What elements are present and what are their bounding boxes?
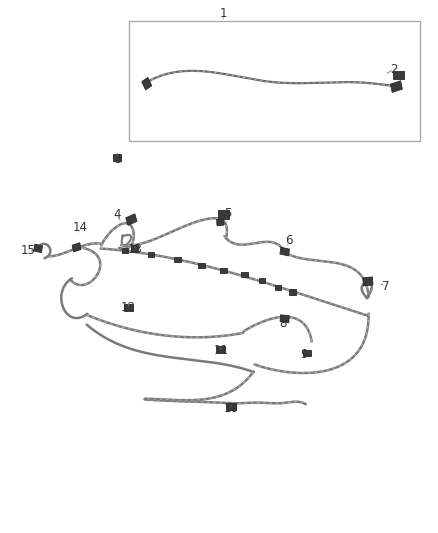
Bar <box>258 278 265 283</box>
Text: 13: 13 <box>127 243 142 256</box>
Text: 4: 4 <box>113 208 121 221</box>
Bar <box>131 245 138 252</box>
Bar <box>303 350 311 356</box>
Text: 1: 1 <box>219 7 227 20</box>
Text: 8: 8 <box>279 317 286 330</box>
Text: 10: 10 <box>223 402 238 415</box>
Bar <box>198 263 205 268</box>
Text: 11: 11 <box>213 344 228 357</box>
Bar <box>142 77 152 90</box>
Bar <box>280 247 290 256</box>
Bar <box>390 81 403 92</box>
Bar <box>126 214 137 225</box>
Bar <box>220 268 227 273</box>
Text: 14: 14 <box>73 221 88 234</box>
Bar <box>216 346 225 353</box>
Bar <box>275 285 281 290</box>
Text: 6: 6 <box>285 235 293 247</box>
Bar <box>113 154 121 161</box>
Bar <box>218 210 229 219</box>
Bar <box>290 289 296 295</box>
Bar <box>121 248 128 253</box>
Bar <box>124 304 133 311</box>
Bar <box>226 403 236 410</box>
Bar <box>174 257 180 262</box>
Text: 5: 5 <box>224 207 231 220</box>
Bar <box>393 70 404 79</box>
Bar <box>280 315 290 322</box>
Bar <box>217 219 224 226</box>
Text: 12: 12 <box>121 301 136 314</box>
Bar <box>34 244 42 253</box>
Bar <box>72 243 81 252</box>
Bar <box>129 21 420 141</box>
Text: 3: 3 <box>115 154 122 166</box>
Text: 2: 2 <box>390 63 398 76</box>
Text: 15: 15 <box>21 244 36 257</box>
Bar <box>363 277 373 286</box>
Text: 7: 7 <box>381 280 389 293</box>
Text: 9: 9 <box>300 348 308 361</box>
Bar <box>148 252 154 257</box>
Bar <box>241 272 248 277</box>
